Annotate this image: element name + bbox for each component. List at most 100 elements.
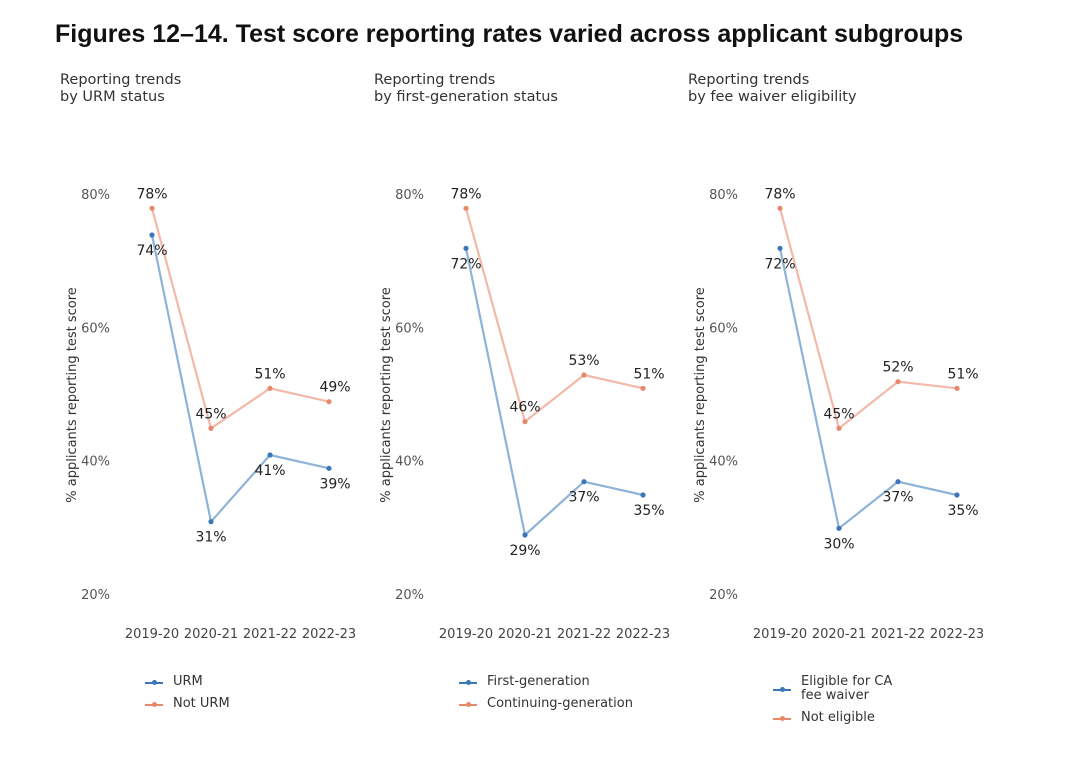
data-label: 78% (136, 186, 167, 202)
data-label: 29% (509, 543, 540, 559)
data-point-blue (208, 519, 214, 525)
data-point-blue (463, 245, 469, 251)
y-axis-label: % applicants reporting test score (693, 287, 708, 503)
y-tick-label: 80% (395, 188, 424, 203)
panel-title: Reporting trends by URM status (60, 72, 181, 106)
legend-label: Eligible for CA fee waiver (801, 674, 893, 703)
x-tick-label: 2022-23 (302, 627, 356, 642)
legend: URM Not URM (145, 675, 230, 719)
y-tick-label: 40% (395, 455, 424, 470)
panel-title-line-1: Reporting trends (374, 72, 496, 88)
x-tick-label: 2019-20 (753, 627, 807, 642)
line-chart-urm: % applicants reporting test score 20% 40% 6… (65, 186, 356, 642)
panel-title-line-2: by URM status (60, 89, 165, 105)
data-point-orange (149, 205, 155, 211)
legend-swatch-orange (773, 712, 791, 724)
data-label: 37% (882, 490, 913, 506)
series-line-orange (150, 208, 330, 431)
data-label: 30% (823, 536, 854, 552)
data-label: 49% (319, 380, 350, 396)
data-label: 35% (633, 503, 664, 519)
data-point-blue (640, 492, 646, 498)
legend-swatch-blue (773, 683, 791, 695)
y-tick-label: 60% (709, 321, 738, 336)
data-point-orange (581, 372, 587, 378)
y-tick-label: 80% (81, 188, 110, 203)
figure-title: Figures 12–14. Test score reporting rate… (55, 20, 964, 48)
legend-label: Not eligible (801, 710, 875, 725)
chart-panel-fee-waiver: Reporting trends by fee waiver eligibili… (628, 60, 984, 760)
line-chart-fee-waiver: % applicants reporting test score 20% 40% 6… (693, 186, 984, 642)
x-tick-label: 2020-21 (498, 627, 552, 642)
y-tick-label: 60% (395, 321, 424, 336)
legend-label: First-generation (487, 674, 590, 689)
x-tick-label: 2021-22 (557, 627, 611, 642)
legend-item: First-generation (459, 675, 633, 689)
series-line-blue (464, 248, 644, 538)
data-point-blue (522, 532, 528, 538)
x-tick-label: 2022-23 (930, 627, 984, 642)
series-line-orange (464, 208, 644, 424)
legend-item: Eligible for CA fee waiver (773, 675, 892, 703)
data-point-orange (522, 419, 528, 425)
data-point-blue (836, 525, 842, 531)
y-tick-label: 20% (709, 588, 738, 603)
panel-title-line-1: Reporting trends (688, 72, 810, 88)
series-line-blue (778, 248, 958, 531)
data-point-blue (954, 492, 960, 498)
series-line-orange (778, 208, 958, 431)
data-point-blue (149, 232, 155, 238)
data-label: 78% (764, 186, 795, 202)
y-tick-label: 20% (395, 588, 424, 603)
legend-label: URM (173, 674, 203, 689)
data-point-orange (954, 385, 960, 391)
data-point-blue (267, 452, 273, 458)
line-chart-first-generation: % applicants reporting test score 20% 40% 6… (379, 186, 670, 642)
data-label: 51% (947, 366, 978, 382)
data-label: 45% (195, 406, 226, 422)
data-label: 51% (633, 366, 664, 382)
data-point-orange (836, 425, 842, 431)
data-point-orange (895, 379, 901, 385)
data-label: 52% (882, 360, 913, 376)
x-tick-label: 2020-21 (184, 627, 238, 642)
panel-title-line-2: by fee waiver eligibility (688, 89, 857, 105)
data-label: 53% (568, 353, 599, 369)
y-tick-label: 80% (709, 188, 738, 203)
data-label: 74% (136, 243, 167, 259)
data-label: 37% (568, 490, 599, 506)
panel-title-line-1: Reporting trends (60, 72, 182, 88)
x-tick-label: 2019-20 (125, 627, 179, 642)
x-tick-label: 2021-22 (871, 627, 925, 642)
data-label: 78% (450, 186, 481, 202)
data-point-orange (777, 205, 783, 211)
data-label: 51% (254, 366, 285, 382)
chart-panel-first-generation: Reporting trends by first-generation sta… (314, 60, 670, 760)
legend-item: URM (145, 675, 230, 689)
data-point-orange (326, 399, 332, 405)
y-tick-label: 40% (709, 455, 738, 470)
data-point-blue (777, 245, 783, 251)
panel-title: Reporting trends by fee waiver eligibili… (688, 72, 857, 106)
legend-item: Not URM (145, 697, 230, 711)
legend-swatch-orange (459, 698, 477, 710)
x-tick-label: 2022-23 (616, 627, 670, 642)
data-point-blue (895, 479, 901, 485)
x-tick-label: 2019-20 (439, 627, 493, 642)
data-label: 35% (947, 503, 978, 519)
legend-swatch-blue (145, 676, 163, 688)
chart-panel-urm: Reporting trends by URM status % applica… (0, 60, 356, 760)
data-point-orange (640, 385, 646, 391)
data-label: 46% (509, 400, 540, 416)
y-tick-label: 60% (81, 321, 110, 336)
legend-swatch-orange (145, 698, 163, 710)
legend-item: Continuing-generation (459, 697, 633, 711)
data-point-blue (326, 465, 332, 471)
legend-label: Continuing-generation (487, 696, 633, 711)
panel-title: Reporting trends by first-generation sta… (374, 72, 558, 106)
y-axis-label: % applicants reporting test score (379, 287, 394, 503)
data-label: 72% (764, 256, 795, 272)
legend-swatch-blue (459, 676, 477, 688)
data-label: 31% (195, 530, 226, 546)
data-point-blue (581, 479, 587, 485)
